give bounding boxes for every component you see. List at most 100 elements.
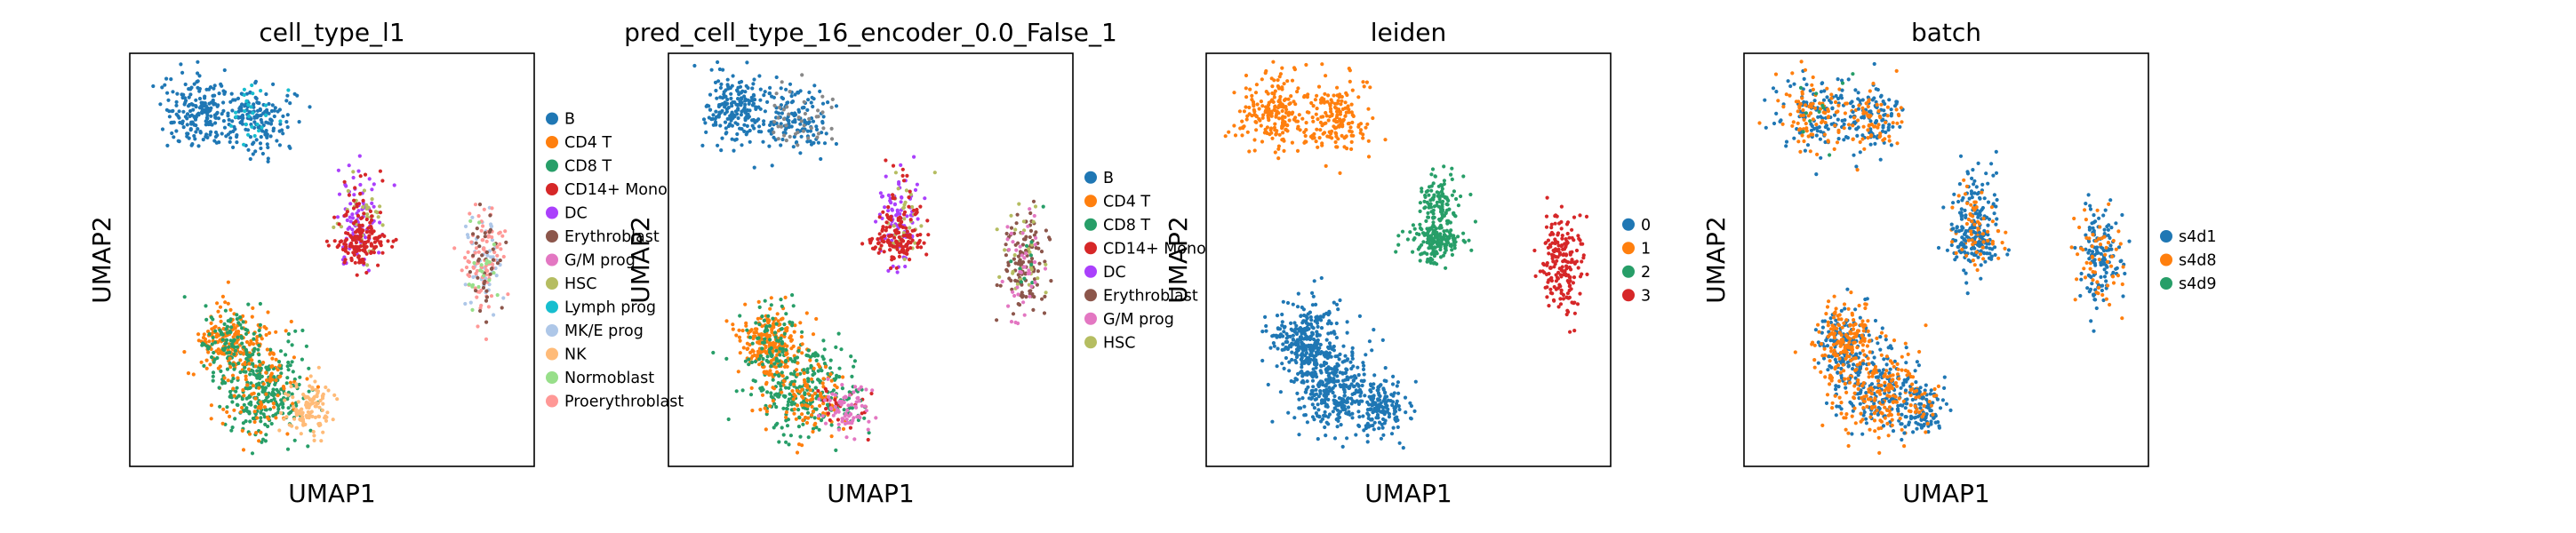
data-point bbox=[1312, 343, 1316, 347]
data-point bbox=[796, 90, 800, 95]
data-point bbox=[1328, 104, 1332, 108]
data-point bbox=[1346, 376, 1350, 380]
data-point bbox=[751, 378, 756, 383]
data-point bbox=[325, 410, 330, 415]
data-point bbox=[1305, 325, 1309, 330]
data-point bbox=[1371, 423, 1375, 428]
data-point bbox=[1326, 422, 1331, 426]
data-point bbox=[731, 74, 735, 78]
data-point bbox=[220, 421, 225, 426]
data-point bbox=[857, 399, 861, 403]
data-point bbox=[911, 208, 916, 212]
data-point bbox=[299, 418, 303, 422]
data-point bbox=[264, 332, 268, 338]
data-point bbox=[1281, 299, 1285, 304]
data-point bbox=[276, 360, 282, 364]
data-point bbox=[259, 410, 263, 415]
data-point bbox=[1431, 197, 1436, 202]
data-point bbox=[332, 239, 337, 243]
data-point bbox=[204, 304, 208, 308]
data-point bbox=[1420, 251, 1425, 256]
data-point bbox=[301, 392, 306, 397]
data-point bbox=[1041, 204, 1045, 209]
data-point bbox=[1260, 358, 1265, 363]
data-point bbox=[266, 310, 270, 314]
data-point bbox=[780, 327, 784, 331]
data-point bbox=[1421, 240, 1426, 244]
data-point bbox=[1445, 238, 1450, 243]
data-point bbox=[869, 391, 874, 396]
data-point bbox=[182, 295, 187, 299]
data-point bbox=[240, 102, 244, 107]
legend-marker bbox=[1084, 171, 1097, 184]
data-point bbox=[831, 413, 836, 418]
legend-label: Normoblast bbox=[564, 370, 654, 387]
data-point bbox=[1338, 109, 1342, 115]
data-point bbox=[1459, 194, 1463, 199]
data-point bbox=[463, 282, 468, 287]
data-point bbox=[197, 74, 202, 78]
data-point bbox=[289, 319, 293, 324]
data-point bbox=[792, 372, 796, 377]
data-point bbox=[745, 60, 749, 65]
data-point bbox=[870, 236, 875, 241]
data-point bbox=[719, 102, 724, 107]
data-point bbox=[1273, 150, 1277, 155]
data-point bbox=[460, 268, 464, 273]
data-point bbox=[212, 93, 217, 98]
data-point bbox=[277, 375, 282, 379]
data-point bbox=[1015, 282, 1020, 287]
data-point bbox=[1456, 203, 1460, 208]
data-point bbox=[308, 374, 313, 378]
data-point bbox=[207, 345, 212, 349]
data-point bbox=[225, 410, 229, 414]
data-point bbox=[1342, 394, 1347, 398]
data-point bbox=[259, 430, 263, 434]
data-point bbox=[900, 167, 905, 171]
data-point bbox=[799, 335, 804, 339]
data-point bbox=[793, 323, 797, 328]
data-point bbox=[870, 388, 875, 393]
data-point bbox=[780, 350, 785, 354]
data-point bbox=[355, 273, 359, 277]
data-point bbox=[1341, 378, 1346, 383]
data-point bbox=[919, 224, 924, 228]
data-point bbox=[255, 122, 260, 127]
data-point bbox=[1348, 125, 1353, 130]
data-point bbox=[1240, 119, 1244, 123]
data-point bbox=[780, 80, 784, 84]
data-point bbox=[364, 230, 369, 235]
data-point bbox=[1300, 370, 1304, 375]
data-point bbox=[758, 351, 763, 355]
data-point bbox=[1339, 423, 1343, 427]
data-point bbox=[1424, 189, 1428, 195]
data-point bbox=[1463, 240, 1468, 244]
data-point bbox=[1292, 321, 1297, 325]
data-point bbox=[1349, 139, 1354, 144]
data-point bbox=[1269, 131, 1274, 135]
data-point bbox=[244, 378, 248, 382]
data-point bbox=[784, 347, 788, 352]
data-point bbox=[370, 201, 374, 205]
data-point bbox=[1337, 124, 1341, 129]
data-point bbox=[170, 131, 174, 136]
data-point bbox=[1344, 400, 1348, 404]
data-point bbox=[888, 248, 892, 252]
data-point bbox=[1252, 107, 1256, 112]
data-point bbox=[1316, 352, 1320, 356]
data-point bbox=[200, 107, 204, 112]
data-point bbox=[1324, 378, 1328, 382]
data-point bbox=[1567, 295, 1572, 299]
legend-marker bbox=[1084, 218, 1097, 231]
data-point bbox=[1020, 290, 1024, 295]
data-point bbox=[370, 214, 374, 219]
data-point bbox=[232, 352, 236, 356]
data-point bbox=[1285, 123, 1290, 128]
data-point bbox=[892, 196, 897, 201]
data-point bbox=[1011, 312, 1016, 316]
data-point bbox=[781, 116, 787, 122]
data-point bbox=[1024, 235, 1028, 239]
data-point bbox=[220, 381, 225, 386]
data-point bbox=[476, 235, 480, 239]
data-point bbox=[732, 148, 736, 153]
